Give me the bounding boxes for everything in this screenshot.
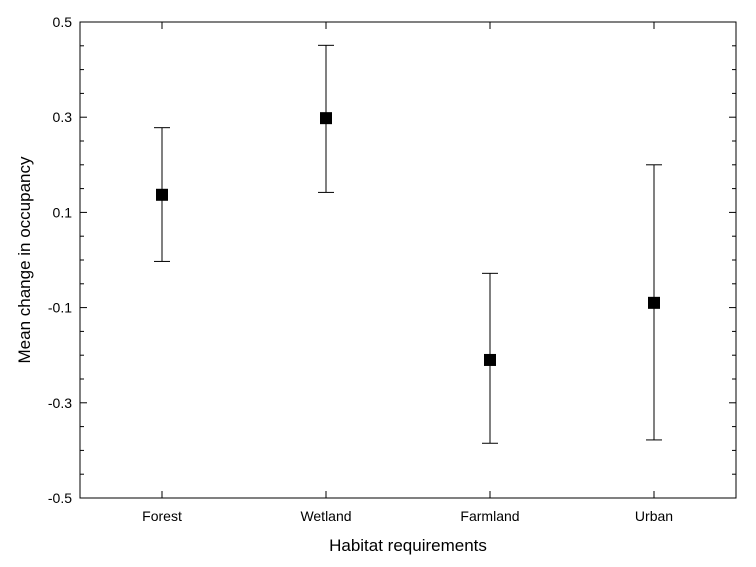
y-tick-label: 0.3 bbox=[53, 109, 73, 125]
x-tick-label: Wetland bbox=[300, 508, 351, 524]
plot-area bbox=[79, 21, 737, 499]
mean-marker bbox=[156, 188, 168, 201]
y-tick-label: 0.1 bbox=[53, 204, 73, 220]
x-tick-label: Forest bbox=[142, 508, 182, 524]
mean-marker bbox=[648, 296, 660, 309]
y-tick-label: 0.5 bbox=[53, 14, 73, 30]
y-axis: -0.5 -0.3 -0.1 0.1 0.3 0.5 bbox=[48, 14, 736, 506]
y-tick-label: -0.3 bbox=[48, 395, 72, 411]
x-axis-title: Habitat requirements bbox=[329, 536, 487, 555]
y-tick-label: -0.1 bbox=[48, 300, 72, 316]
mean-marker bbox=[484, 353, 496, 366]
x-axis: Forest Wetland Farmland Urban bbox=[142, 22, 673, 524]
x-tick-label: Urban bbox=[635, 508, 673, 524]
x-tick-label: Farmland bbox=[460, 508, 519, 524]
y-tick-label: -0.5 bbox=[48, 490, 72, 506]
series-points bbox=[154, 44, 662, 444]
mean-marker bbox=[320, 112, 332, 125]
y-axis-title: Mean change in occupancy bbox=[15, 156, 34, 363]
